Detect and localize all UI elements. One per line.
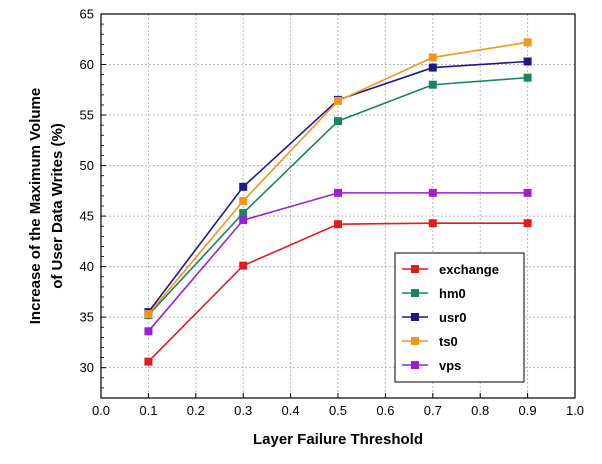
y-tick-label: 45 <box>80 209 94 224</box>
y-axis-title-line2: of User Data Writes (%) <box>49 123 66 289</box>
series-ts0 <box>144 38 532 319</box>
legend-item-vps: vps <box>402 358 461 373</box>
data-point <box>334 117 342 126</box>
x-tick-label: 0.0 <box>92 403 110 418</box>
data-point <box>334 96 342 105</box>
x-tick-label: 0.4 <box>282 403 300 418</box>
y-tick-label: 30 <box>80 360 94 375</box>
y-axis-title-line1: Increase of the Maximum Volume <box>27 88 44 324</box>
legend-marker <box>411 289 419 297</box>
data-point <box>428 53 437 62</box>
legend-label: ts0 <box>439 334 458 349</box>
series-vps <box>144 188 532 336</box>
data-point <box>334 188 342 197</box>
legend-marker <box>411 361 419 369</box>
series-group <box>144 38 532 366</box>
legend-marker <box>411 265 419 273</box>
grid <box>101 14 575 398</box>
x-tick-label: 0.9 <box>519 403 537 418</box>
data-point <box>428 80 437 89</box>
legend-label: exchange <box>439 262 499 277</box>
y-tick-label: 50 <box>80 158 94 173</box>
x-tick-label: 0.2 <box>187 403 205 418</box>
data-point <box>523 73 532 82</box>
x-tick-label: 0.6 <box>376 403 394 418</box>
x-tick-label: 0.7 <box>424 403 442 418</box>
data-point <box>144 310 153 319</box>
legend-item-hm0: hm0 <box>402 286 466 301</box>
x-tick-label: 1.0 <box>566 403 584 418</box>
x-tick-label: 0.1 <box>139 403 157 418</box>
legend-item-ts0: ts0 <box>402 334 458 349</box>
data-point <box>523 57 532 66</box>
legend-label: hm0 <box>439 286 466 301</box>
y-tick-label: 35 <box>80 310 94 325</box>
data-point <box>428 63 437 72</box>
legend-item-exchange: exchange <box>402 262 499 277</box>
legend-marker <box>411 337 419 345</box>
data-point <box>239 261 248 270</box>
data-point <box>523 188 532 197</box>
data-point <box>144 357 153 366</box>
legend: exchange hm0 usr0 ts0 vps <box>394 252 525 383</box>
x-tick-label: 0.5 <box>329 403 347 418</box>
legend-marker <box>411 313 419 321</box>
x-tick-label: 0.3 <box>234 403 252 418</box>
legend-label: usr0 <box>439 310 466 325</box>
y-tick-label: 60 <box>80 57 94 72</box>
data-point <box>144 327 153 336</box>
x-axis-title: Layer Failure Threshold <box>253 431 423 448</box>
data-point <box>239 216 248 225</box>
legend-item-usr0: usr0 <box>402 310 466 325</box>
y-tick-label: 55 <box>80 108 94 123</box>
data-point <box>428 188 437 197</box>
data-point <box>523 219 532 228</box>
series-exchange <box>144 219 532 366</box>
data-point <box>523 38 532 47</box>
y-tick-label: 65 <box>80 7 94 22</box>
data-point <box>334 220 342 229</box>
data-point <box>239 209 248 218</box>
data-point <box>239 196 248 205</box>
axis-ticks: 0.0 0.1 0.2 0.3 0.4 0.5 0.6 0.7 0.8 0.9 1.0 30 35 40 4… <box>80 7 585 419</box>
data-point <box>239 182 248 191</box>
y-tick-label: 40 <box>80 259 94 274</box>
x-tick-label: 0.8 <box>471 403 489 418</box>
data-point <box>428 219 437 228</box>
legend-label: vps <box>439 358 461 373</box>
